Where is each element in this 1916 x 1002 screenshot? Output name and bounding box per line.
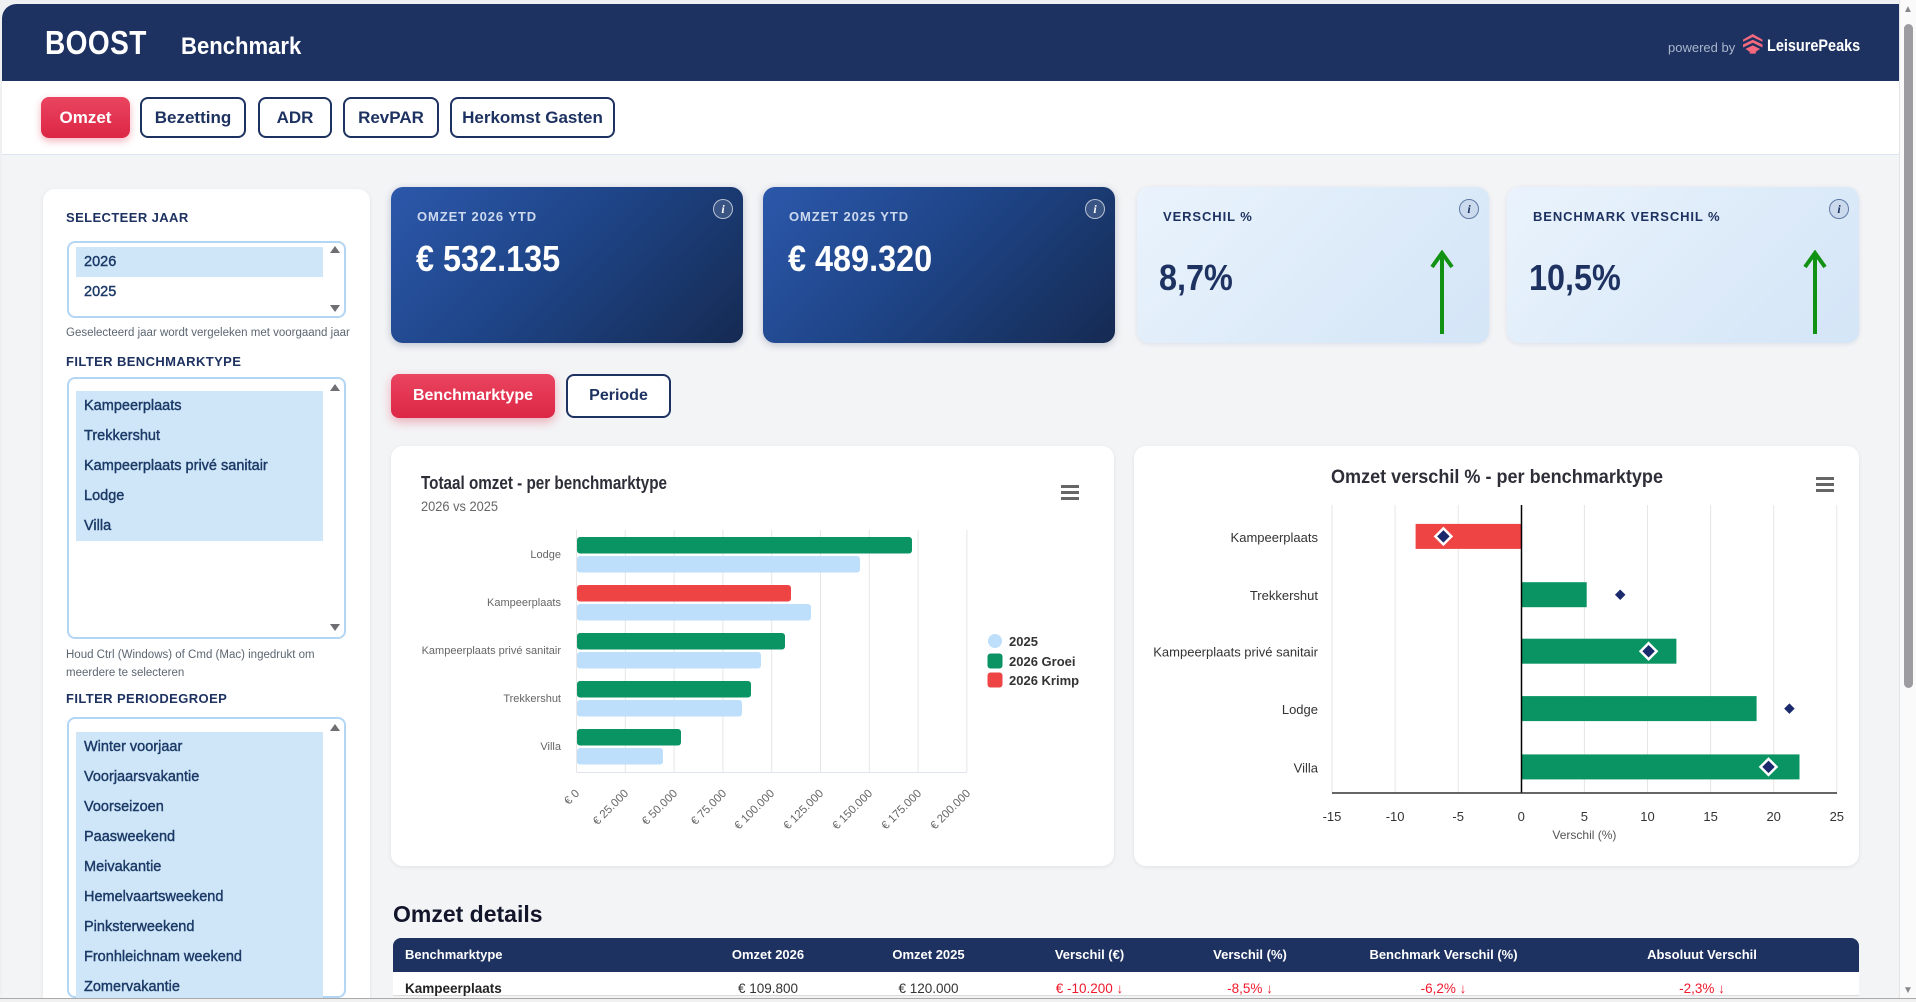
svg-text:€ 0: € 0: [562, 788, 582, 808]
svg-text:0: 0: [1518, 809, 1525, 824]
svg-text:Trekkershut: Trekkershut: [1250, 588, 1319, 603]
svg-text:Villa: Villa: [1294, 761, 1319, 776]
svg-text:10: 10: [1640, 809, 1654, 824]
svg-text:Kampeerplaats privé sanitair: Kampeerplaats privé sanitair: [1153, 645, 1318, 660]
svg-text:€ 50.000: € 50.000: [640, 788, 680, 828]
svg-text:Kampeerplaats: Kampeerplaats: [1231, 530, 1319, 545]
svg-text:Lodge: Lodge: [530, 549, 561, 561]
svg-text:Villa: Villa: [540, 741, 561, 753]
svg-text:Kampeerplaats: Kampeerplaats: [487, 597, 561, 609]
svg-text:2026 Groei: 2026 Groei: [1009, 654, 1076, 669]
svg-text:€ 150.000: € 150.000: [830, 788, 875, 833]
svg-text:€ 125.000: € 125.000: [781, 788, 826, 833]
svg-text:-5: -5: [1452, 809, 1464, 824]
svg-text:Omzet verschil % - per benchma: Omzet verschil % - per benchmarktype: [1331, 467, 1663, 488]
svg-text:-10: -10: [1386, 809, 1405, 824]
svg-text:20: 20: [1766, 809, 1780, 824]
svg-text:2025: 2025: [1009, 634, 1038, 649]
svg-text:€ 100.000: € 100.000: [732, 788, 777, 833]
svg-text:2026 Krimp: 2026 Krimp: [1009, 673, 1079, 688]
svg-text:-15: -15: [1323, 809, 1342, 824]
svg-text:€ 75.000: € 75.000: [689, 788, 729, 828]
svg-text:€ 25.000: € 25.000: [591, 788, 631, 828]
svg-text:Trekkershut: Trekkershut: [503, 693, 561, 705]
svg-text:€ 200.000: € 200.000: [928, 788, 973, 833]
svg-text:5: 5: [1581, 809, 1588, 824]
svg-text:2026 vs 2025: 2026 vs 2025: [421, 498, 498, 514]
svg-text:Verschil (%): Verschil (%): [1552, 828, 1616, 842]
svg-text:25: 25: [1830, 809, 1844, 824]
svg-text:Kampeerplaats privé sanitair: Kampeerplaats privé sanitair: [422, 645, 562, 657]
svg-text:€ 175.000: € 175.000: [879, 788, 924, 833]
svg-text:Totaal omzet - per benchmarkty: Totaal omzet - per benchmarktype: [421, 473, 667, 493]
svg-text:15: 15: [1703, 809, 1717, 824]
svg-text:Lodge: Lodge: [1282, 702, 1318, 717]
